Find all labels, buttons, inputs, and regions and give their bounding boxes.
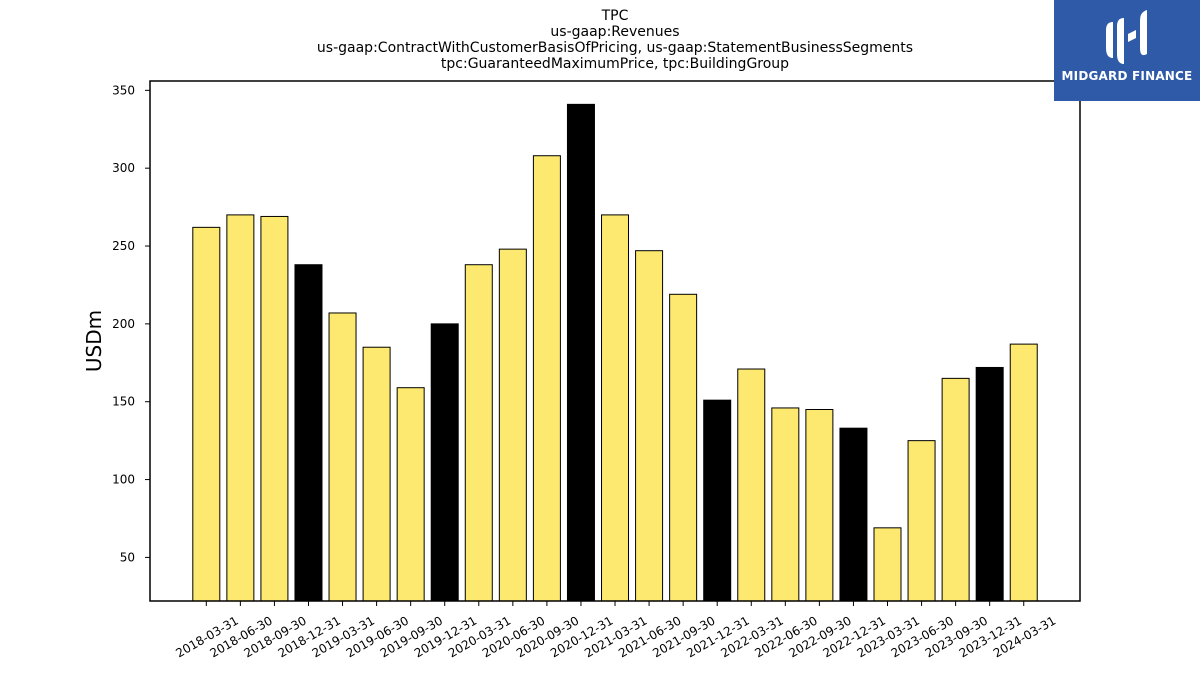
bars-group	[192, 103, 1038, 602]
bar-2022-12-31	[839, 427, 868, 602]
bar-2023-03-31	[873, 527, 902, 602]
bar-2022-06-30	[771, 407, 800, 602]
chart-title-line: us-gaap:Revenues	[550, 24, 679, 40]
midgard-logo-icon	[1106, 10, 1147, 64]
bar-2019-12-31	[430, 323, 459, 602]
bar-2023-12-31	[975, 366, 1004, 602]
y-tick-label: 250	[112, 239, 135, 253]
y-tick-label: 300	[112, 161, 135, 175]
chart-title-line: tpc:GuaranteedMaximumPrice, tpc:Building…	[441, 56, 789, 72]
bar-2023-09-30	[941, 377, 970, 602]
bar-2018-12-31	[294, 264, 323, 602]
bar-2019-06-30	[362, 346, 391, 602]
y-tick-label: 350	[112, 83, 135, 97]
y-tick-label: 100	[112, 473, 135, 487]
bar-2020-06-30	[498, 248, 527, 602]
plot-frame	[149, 80, 1081, 602]
y-tick-label: 50	[120, 550, 135, 564]
bar-2021-12-31	[703, 399, 732, 602]
bar-2018-03-31	[192, 226, 221, 602]
bar-2021-09-30	[669, 293, 698, 602]
bar-2024-03-31	[1009, 343, 1038, 602]
bar-2020-09-30	[532, 155, 561, 602]
bar-2020-03-31	[464, 264, 493, 602]
bar-2023-06-30	[907, 440, 936, 602]
bar-2021-06-30	[635, 250, 664, 602]
y-tick-label: 200	[112, 317, 135, 331]
chart-title: TPCus-gaap:Revenuesus-gaap:ContractWithC…	[317, 8, 913, 72]
y-axis-ticks: 50 100 150 200 250 300 350	[112, 83, 150, 564]
bar-2018-09-30	[260, 215, 289, 602]
x-axis-ticks: 2018-03-312018-06-302018-09-302018-12-31…	[173, 601, 1058, 660]
chart-title-line: us-gaap:ContractWithCustomerBasisOfPrici…	[317, 40, 913, 56]
bar-2020-12-31	[566, 103, 595, 602]
chart-title-line: TPC	[601, 8, 629, 24]
bar-2021-03-31	[601, 214, 630, 602]
watermark-text: MIDGARD FINANCE	[1061, 69, 1193, 83]
y-tick-label: 150	[112, 395, 135, 409]
bar-2022-09-30	[805, 409, 834, 602]
bar-2018-06-30	[226, 214, 255, 602]
bar-2022-03-31	[737, 368, 766, 602]
bar-2019-09-30	[396, 387, 425, 602]
midgard-finance-logo: MIDGARD FINANCE	[1054, 0, 1200, 101]
y-axis-label: USDm	[82, 310, 106, 372]
bar-2019-03-31	[328, 312, 357, 602]
